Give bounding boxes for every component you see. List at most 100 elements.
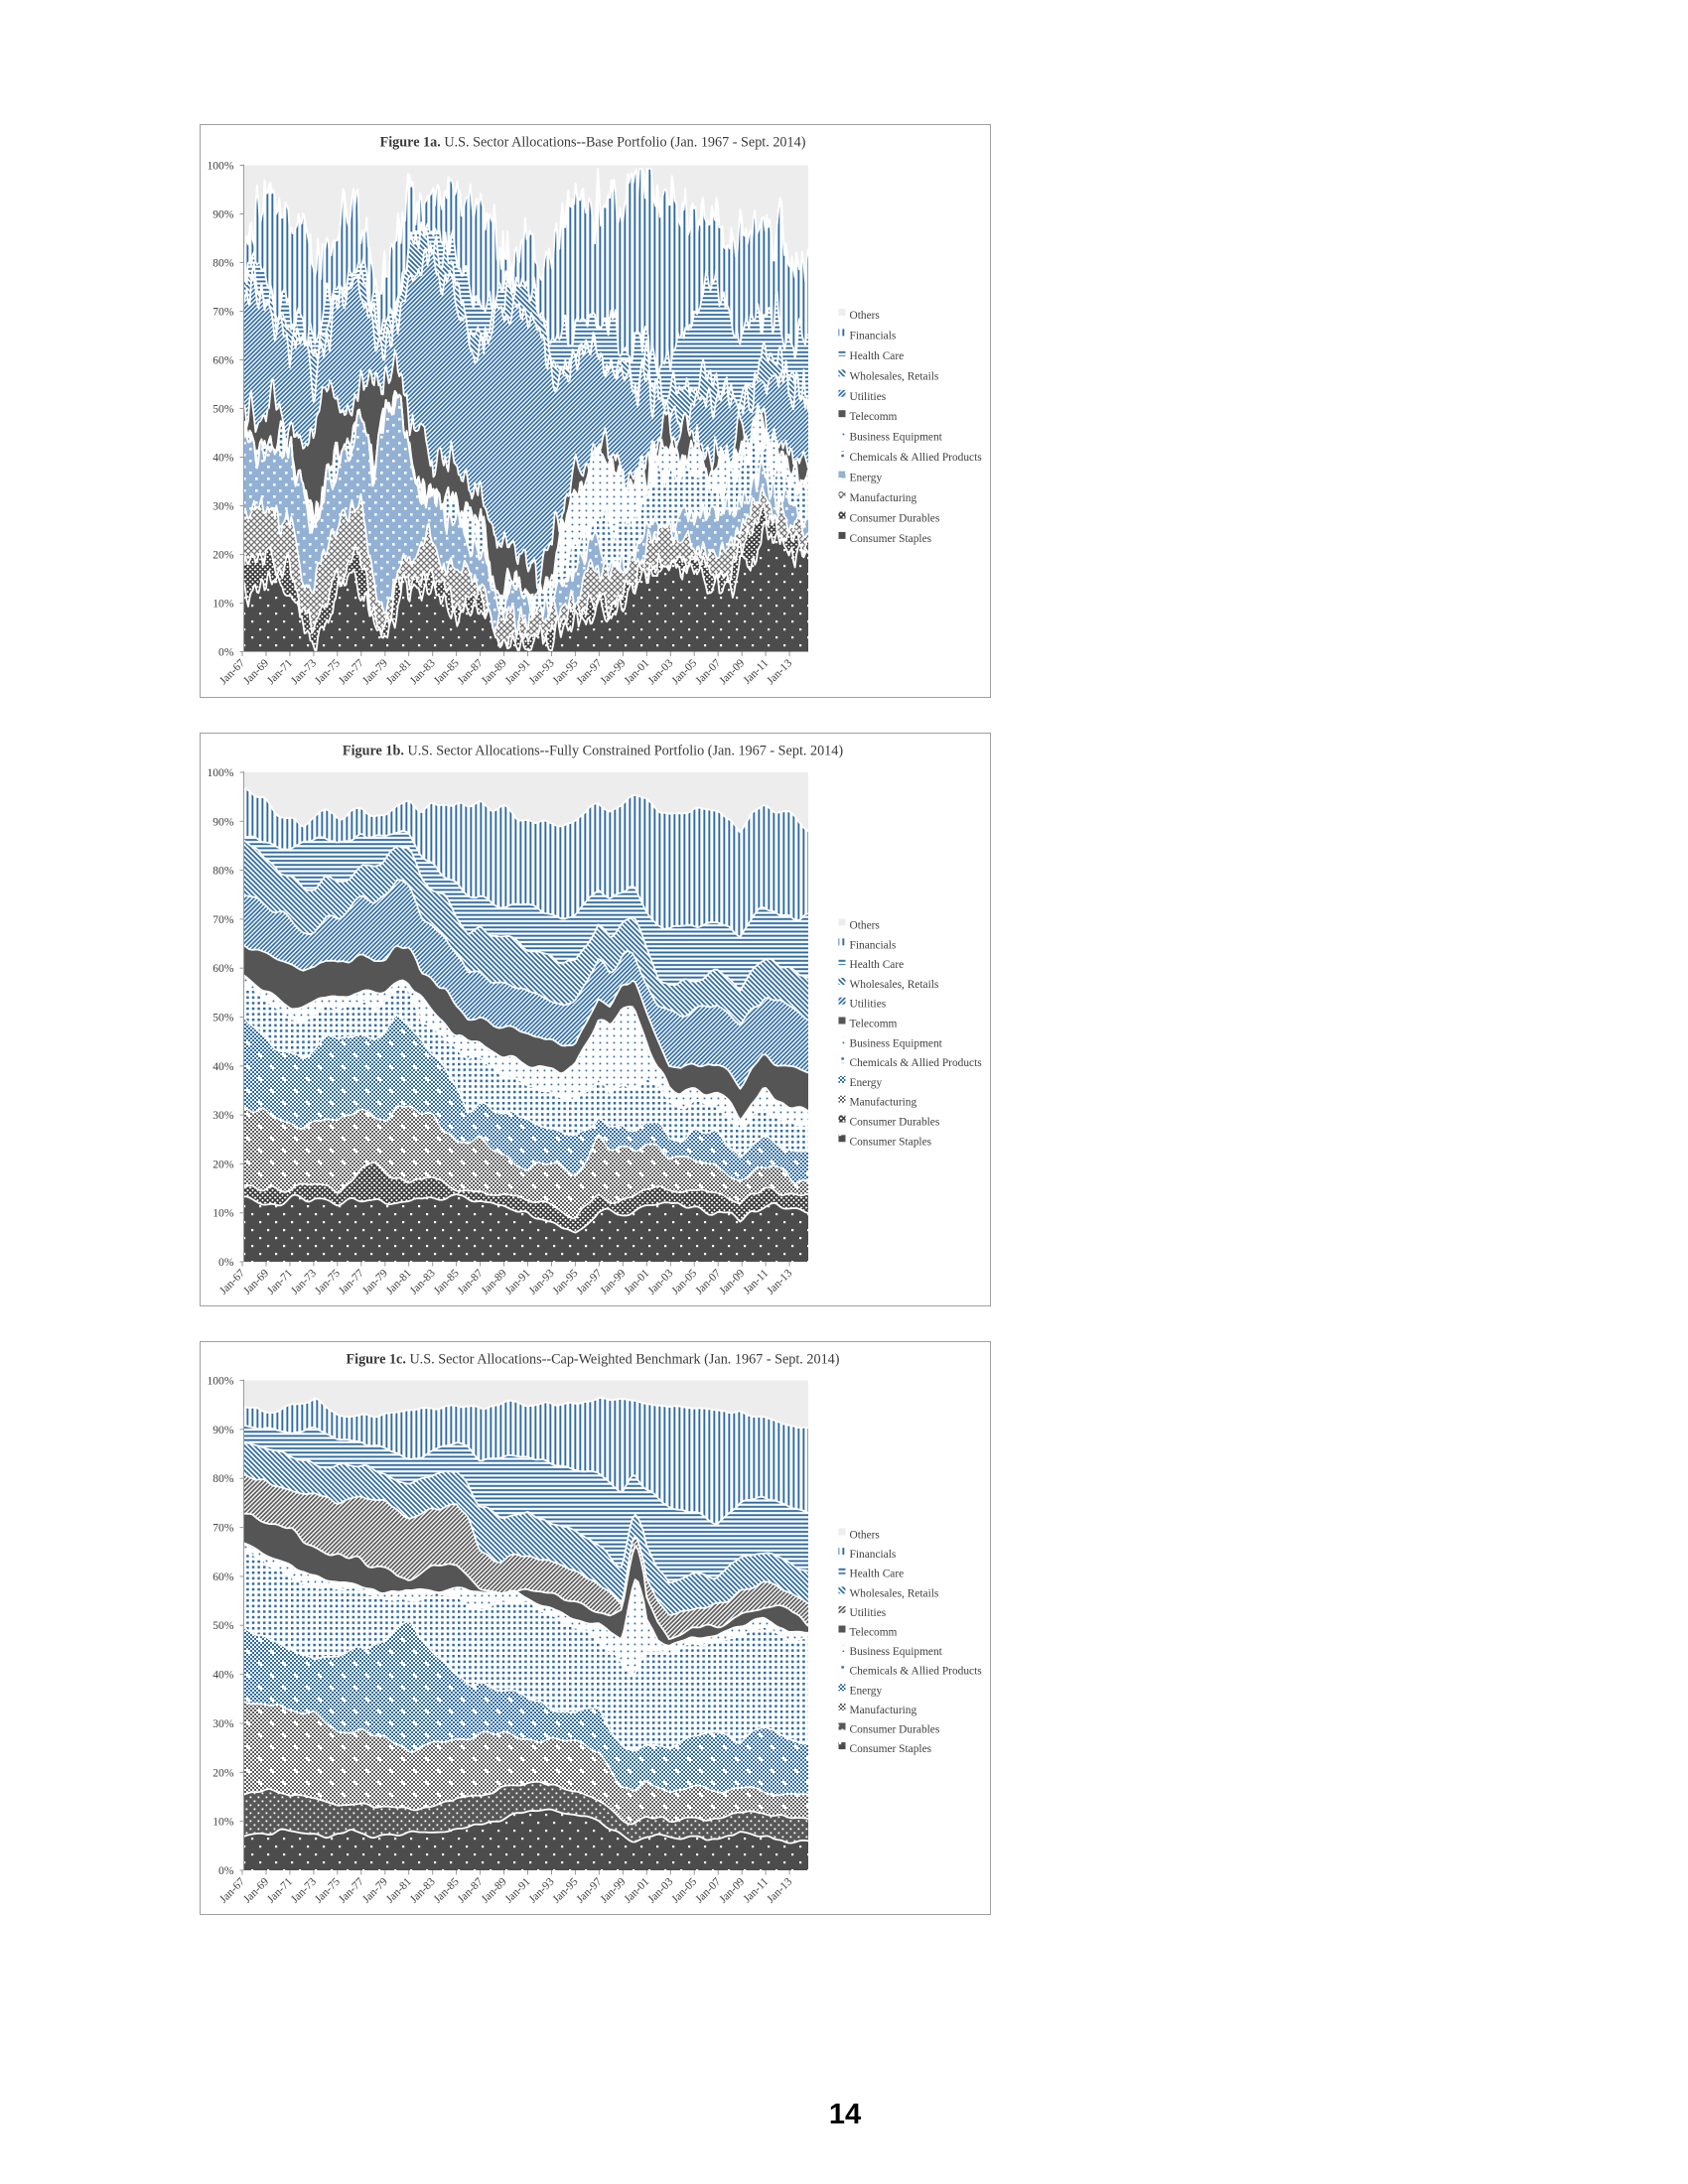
svg-text:Chemicals & Allied Products: Chemicals & Allied Products [850, 1057, 983, 1069]
svg-text:Jan-89: Jan-89 [480, 657, 509, 687]
svg-text:Energy: Energy [850, 1685, 883, 1697]
svg-text:Others: Others [850, 310, 881, 322]
svg-text:Figure 1a. U.S. Sector Allocat: Figure 1a. U.S. Sector Allocations--Base… [380, 135, 806, 151]
svg-text:Jan-13: Jan-13 [765, 1267, 794, 1297]
svg-text:Jan-11: Jan-11 [742, 1267, 772, 1297]
svg-text:Jan-81: Jan-81 [384, 657, 414, 687]
svg-text:Business Equipment: Business Equipment [850, 432, 943, 444]
svg-text:Jan-83: Jan-83 [408, 1875, 438, 1905]
svg-text:Consumer Durables: Consumer Durables [850, 1724, 940, 1736]
svg-text:Wholesales, Retails: Wholesales, Retails [850, 979, 939, 991]
svg-text:80%: 80% [212, 257, 234, 270]
svg-text:Jan-09: Jan-09 [717, 1267, 747, 1297]
svg-text:Jan-93: Jan-93 [527, 1875, 557, 1905]
svg-text:Jan-05: Jan-05 [669, 657, 699, 687]
svg-text:10%: 10% [212, 1207, 234, 1220]
svg-text:Jan-83: Jan-83 [408, 1267, 438, 1297]
svg-text:Jan-11: Jan-11 [742, 657, 772, 687]
svg-text:Jan-97: Jan-97 [575, 1875, 605, 1905]
svg-text:Jan-79: Jan-79 [360, 1267, 390, 1297]
svg-text:60%: 60% [212, 962, 234, 975]
svg-text:80%: 80% [212, 1472, 234, 1485]
svg-text:10%: 10% [212, 598, 234, 611]
svg-text:40%: 40% [212, 1669, 234, 1682]
svg-text:100%: 100% [207, 766, 233, 779]
svg-text:Jan-71: Jan-71 [265, 657, 295, 687]
svg-text:40%: 40% [212, 1060, 234, 1073]
svg-text:60%: 60% [212, 354, 234, 367]
svg-text:Business Equipment: Business Equipment [850, 1646, 943, 1658]
svg-text:Jan-75: Jan-75 [313, 1875, 343, 1905]
svg-text:Business Equipment: Business Equipment [850, 1037, 943, 1049]
svg-text:Utilities: Utilities [850, 391, 887, 403]
svg-text:Consumer Durables: Consumer Durables [850, 1117, 940, 1129]
svg-text:Figure 1c. U.S. Sector Allocat: Figure 1c. U.S. Sector Allocations--Cap-… [346, 1352, 839, 1368]
svg-text:70%: 70% [212, 306, 234, 319]
svg-text:Health Care: Health Care [850, 1569, 905, 1580]
svg-text:Financials: Financials [850, 939, 897, 951]
svg-text:Jan-89: Jan-89 [480, 1267, 509, 1297]
svg-text:80%: 80% [212, 865, 234, 878]
svg-text:20%: 20% [212, 549, 234, 562]
svg-text:Energy: Energy [850, 1077, 883, 1089]
svg-text:Consumer Durables: Consumer Durables [850, 513, 940, 525]
svg-text:Jan-93: Jan-93 [527, 657, 557, 687]
svg-text:70%: 70% [212, 913, 234, 926]
svg-text:Jan-97: Jan-97 [575, 1267, 605, 1297]
svg-text:Telecomm: Telecomm [850, 1627, 898, 1639]
svg-text:Jan-79: Jan-79 [360, 657, 390, 687]
svg-text:Health Care: Health Care [850, 350, 905, 362]
svg-text:Jan-73: Jan-73 [289, 1267, 319, 1297]
svg-text:20%: 20% [212, 1158, 234, 1170]
svg-text:Telecomm: Telecomm [850, 411, 898, 423]
svg-text:30%: 30% [212, 500, 234, 513]
svg-text:Jan-77: Jan-77 [337, 1267, 366, 1297]
svg-text:Consumer Staples: Consumer Staples [850, 533, 932, 545]
svg-text:Jan-81: Jan-81 [384, 1267, 414, 1297]
svg-text:Others: Others [850, 1530, 881, 1542]
svg-text:Jan-81: Jan-81 [384, 1875, 414, 1905]
svg-text:Wholesales, Retails: Wholesales, Retails [850, 1587, 939, 1599]
svg-text:Jan-87: Jan-87 [456, 1267, 486, 1297]
svg-text:Jan-95: Jan-95 [551, 1875, 581, 1905]
svg-text:Jan-67: Jan-67 [217, 657, 247, 687]
svg-text:Jan-85: Jan-85 [432, 1267, 462, 1297]
svg-text:Jan-03: Jan-03 [645, 1875, 675, 1905]
svg-text:Jan-01: Jan-01 [622, 1875, 651, 1905]
svg-text:Jan-99: Jan-99 [599, 1267, 629, 1297]
svg-text:Health Care: Health Care [850, 959, 905, 971]
svg-text:Jan-03: Jan-03 [645, 1267, 675, 1297]
svg-text:Manufacturing: Manufacturing [850, 1705, 917, 1716]
svg-text:Consumer Staples: Consumer Staples [850, 1743, 932, 1755]
svg-text:Jan-07: Jan-07 [693, 1875, 723, 1905]
svg-text:100%: 100% [207, 160, 233, 173]
svg-text:Jan-03: Jan-03 [645, 657, 675, 687]
svg-text:Jan-91: Jan-91 [503, 1875, 533, 1905]
svg-text:Jan-93: Jan-93 [527, 1267, 557, 1297]
svg-text:Financials: Financials [850, 330, 897, 341]
svg-text:Jan-77: Jan-77 [337, 657, 366, 687]
svg-text:Jan-07: Jan-07 [693, 1267, 723, 1297]
svg-text:Jan-05: Jan-05 [669, 1267, 699, 1297]
svg-text:Financials: Financials [850, 1549, 897, 1561]
svg-text:Jan-69: Jan-69 [241, 657, 271, 687]
svg-text:Jan-99: Jan-99 [599, 1875, 629, 1905]
svg-text:50%: 50% [212, 1619, 234, 1632]
svg-text:Consumer Staples: Consumer Staples [850, 1136, 932, 1148]
svg-text:Jan-71: Jan-71 [265, 1875, 295, 1905]
svg-text:Jan-67: Jan-67 [217, 1267, 247, 1297]
svg-text:70%: 70% [212, 1522, 234, 1535]
svg-text:Jan-97: Jan-97 [575, 657, 605, 687]
svg-text:Jan-13: Jan-13 [765, 1875, 794, 1905]
svg-text:Utilities: Utilities [850, 1607, 887, 1619]
svg-text:Chemicals & Allied Products: Chemicals & Allied Products [850, 452, 983, 464]
svg-text:Jan-85: Jan-85 [432, 1875, 462, 1905]
svg-text:Jan-87: Jan-87 [456, 657, 486, 687]
svg-text:Jan-73: Jan-73 [289, 1875, 319, 1905]
svg-text:20%: 20% [212, 1766, 234, 1779]
svg-text:Jan-67: Jan-67 [217, 1875, 247, 1905]
svg-text:100%: 100% [207, 1375, 233, 1388]
svg-text:50%: 50% [212, 403, 234, 416]
svg-text:Jan-79: Jan-79 [360, 1875, 390, 1905]
svg-text:Jan-91: Jan-91 [503, 1267, 533, 1297]
